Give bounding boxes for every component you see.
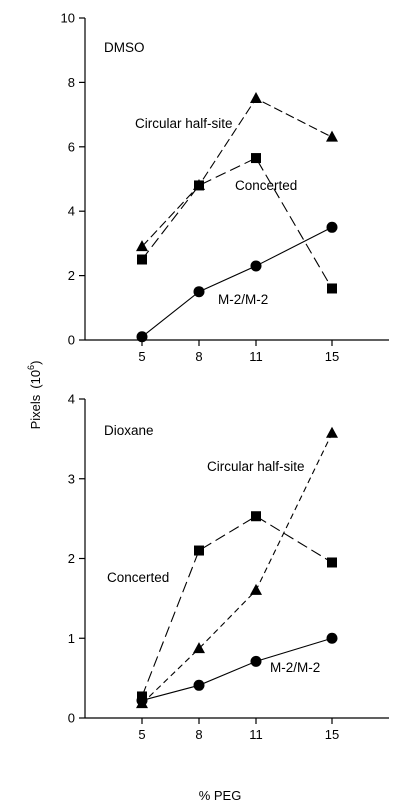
x-axis-label: % PEG (199, 788, 242, 803)
data-point-m-2-m-2 (326, 632, 338, 644)
data-point-concerted (327, 283, 337, 294)
data-point-circular-half-site (136, 240, 148, 252)
panel-dmso: 0 2 4 6 8 10 5 8 11 15 DMSO Circular half-site Conce… (61, 11, 389, 364)
data-point-m-2-m-2 (250, 260, 262, 272)
x-tick-label: 5 (138, 349, 145, 364)
x-tick-label: 5 (138, 727, 145, 742)
data-point-m-2-m-2 (193, 286, 205, 298)
y-tick-label: 8 (68, 75, 75, 90)
panel-label: Dioxane (104, 423, 154, 438)
data-point-m-2-m-2 (136, 331, 148, 343)
data-point-m-2-m-2 (250, 655, 262, 667)
data-point-concerted (137, 254, 147, 265)
y-axis-label-main: Pixels (28, 394, 43, 429)
y-tick-label: 6 (68, 139, 75, 154)
x-tick-label: 11 (249, 727, 263, 742)
y-axis-label-close: ) (28, 361, 43, 365)
y-axis-label-unit: (10 (28, 370, 43, 389)
series-annotation-circular-half-site: Circular half-site (207, 459, 305, 474)
x-tick-label: 15 (325, 349, 339, 364)
x-tick-label: 15 (325, 727, 339, 742)
data-point-m-2-m-2 (136, 694, 148, 706)
panel-label: DMSO (104, 40, 145, 55)
y-tick-label: 4 (68, 204, 75, 219)
data-point-circular-half-site (250, 92, 262, 103)
data-point-m-2-m-2 (193, 679, 205, 691)
data-point-circular-half-site (326, 426, 338, 438)
data-point-circular-half-site (326, 130, 338, 142)
svg-text:Pixels(106): Pixels (106) (26, 361, 43, 430)
y-tick-label: 2 (68, 268, 75, 283)
data-point-concerted (327, 557, 337, 568)
data-point-circular-half-site (250, 583, 262, 595)
x-tick-label: 8 (195, 727, 202, 742)
series-annotation-m-2-m-2: M-2/M-2 (270, 660, 320, 675)
panel-dioxane: 0 1 2 3 4 5 8 11 15 Dioxane Circular half-site Conc… (68, 392, 389, 742)
series-annotation-circular-half-site: Circular half-site (135, 116, 233, 131)
y-tick-label: 10 (61, 11, 75, 26)
y-axis-label: Pixels (106) (26, 361, 43, 430)
series-annotation-m-2-m-2: M-2/M-2 (218, 292, 268, 307)
data-point-circular-half-site (193, 642, 205, 654)
x-tick-label: 8 (195, 349, 202, 364)
y-tick-label: 1 (68, 631, 75, 646)
series-annotation-concerted: Concerted (235, 178, 297, 193)
series-line-m-2-m-2 (141, 637, 333, 701)
y-tick-label: 4 (68, 392, 75, 407)
series-line-concerted (141, 157, 333, 289)
data-point-concerted (251, 511, 261, 522)
data-point-concerted (251, 153, 261, 164)
data-point-concerted (194, 545, 204, 556)
y-tick-label: 3 (68, 471, 75, 486)
y-tick-label: 0 (68, 333, 75, 348)
series-annotation-concerted: Concerted (107, 570, 169, 585)
y-tick-label: 0 (68, 711, 75, 726)
y-axis-label-exponent: 6 (26, 365, 36, 370)
x-tick-label: 11 (249, 349, 263, 364)
series-line-circular-half-site (141, 97, 333, 247)
data-point-concerted (194, 180, 204, 191)
series-line-m-2-m-2 (141, 226, 333, 338)
y-tick-label: 2 (68, 551, 75, 566)
data-point-m-2-m-2 (326, 221, 338, 233)
